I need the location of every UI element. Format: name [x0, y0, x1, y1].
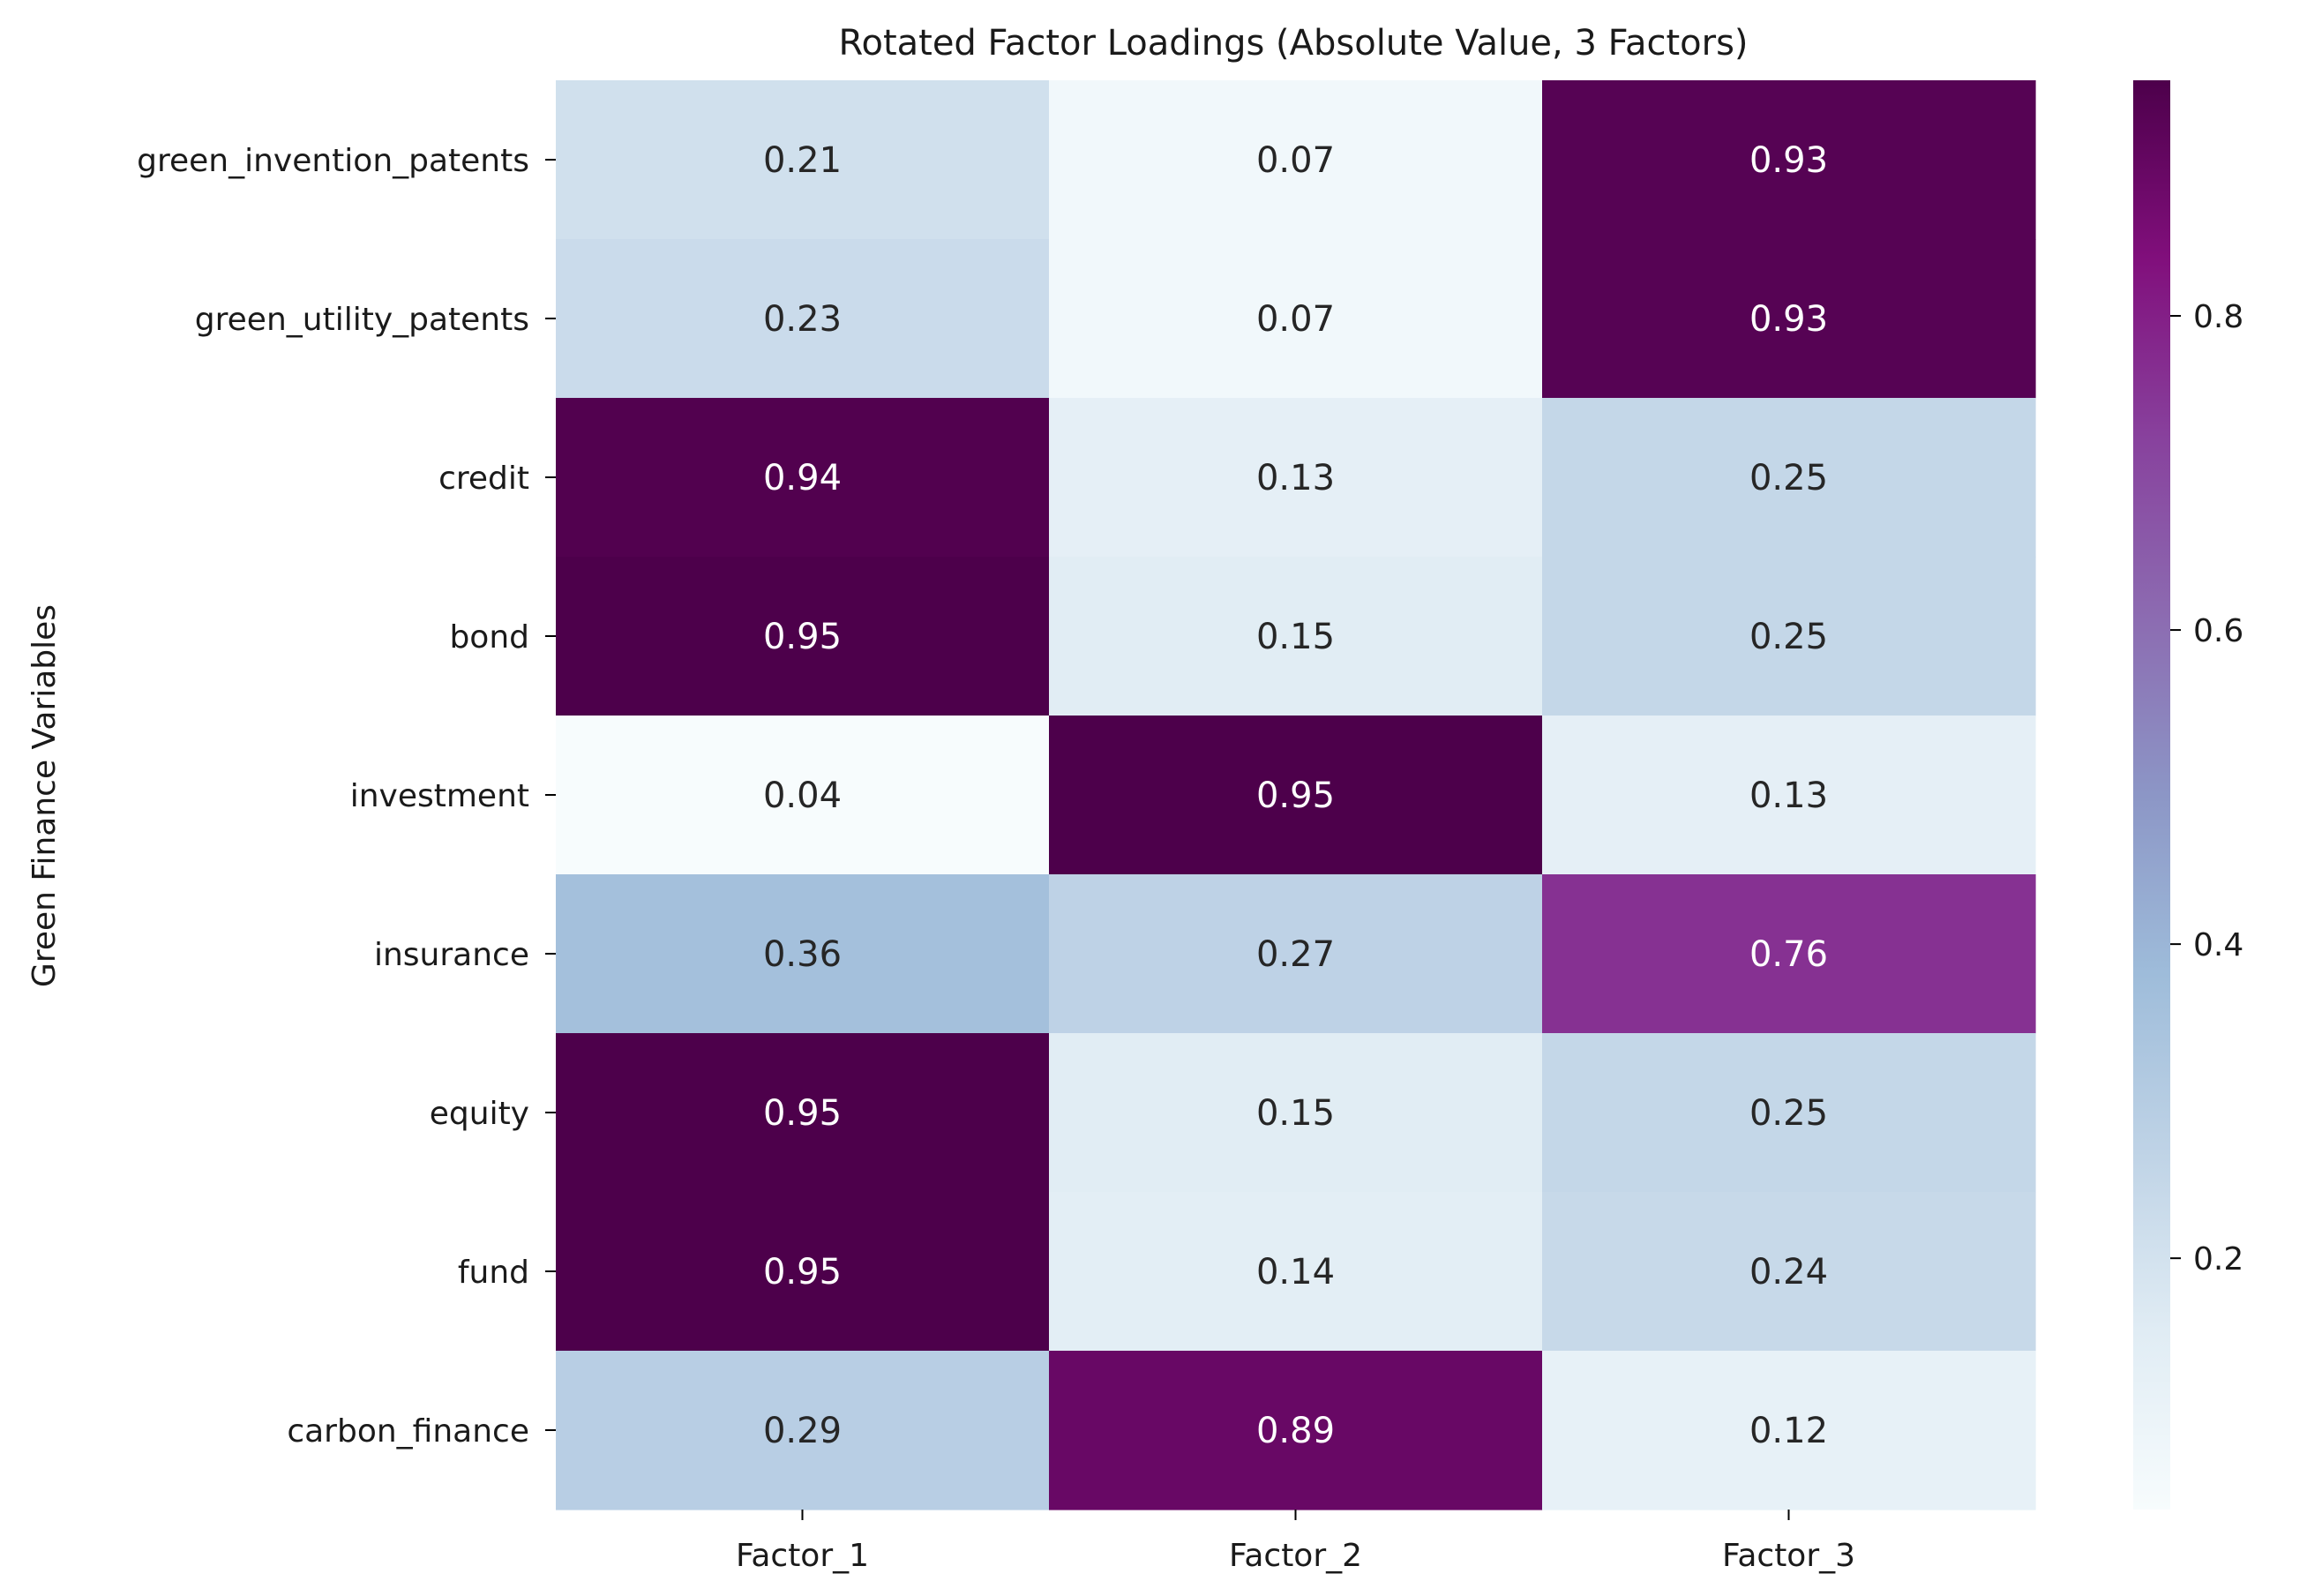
- cell-value-label: 0.07: [1256, 299, 1335, 340]
- heatmap-cell: [1542, 716, 2036, 875]
- y-tick-label: bond: [449, 619, 529, 656]
- cell-value-label: 0.12: [1749, 1411, 1828, 1451]
- cell-value-label: 0.25: [1749, 458, 1828, 498]
- x-tick-label: Factor_1: [736, 1538, 869, 1574]
- heatmap-cell: [1542, 1192, 2036, 1352]
- heatmap-cell: [1542, 398, 2036, 558]
- colorbar-gradient: [2133, 80, 2170, 1510]
- cell-value-label: 0.21: [763, 140, 842, 181]
- heatmap-cell: [556, 557, 1050, 716]
- cell-value-label: 0.25: [1749, 617, 1828, 657]
- heatmap-cell: [1049, 398, 1543, 558]
- cell-value-label: 0.23: [763, 299, 842, 340]
- heatmap-cell: [1049, 1033, 1543, 1193]
- y-axis-ticks: green_invention_patents green_utility_pat…: [137, 143, 556, 1450]
- cell-value-label: 0.27: [1256, 934, 1335, 975]
- colorbar-tick-label: 0.4: [2193, 927, 2243, 963]
- heatmap-cell: [1049, 1192, 1543, 1352]
- heatmap-cells: [556, 80, 2036, 1510]
- cell-value-label: 0.04: [763, 776, 842, 816]
- cell-value-label: 0.93: [1749, 299, 1828, 340]
- cell-value-label: 0.24: [1749, 1252, 1828, 1293]
- cell-value-label: 0.95: [763, 1252, 842, 1293]
- y-tick-label: equity: [430, 1096, 529, 1132]
- colorbar-ticks: 0.2 0.4 0.6 0.8: [2170, 299, 2243, 1278]
- y-tick-label: insurance: [374, 937, 529, 973]
- cell-value-label: 0.76: [1749, 934, 1828, 975]
- heatmap-cell: [1542, 1033, 2036, 1193]
- heatmap-cell: [1049, 239, 1543, 399]
- y-tick-label: investment: [350, 778, 529, 814]
- cell-value-label: 0.25: [1749, 1093, 1828, 1134]
- x-axis-ticks: Factor_1 Factor_2 Factor_3: [736, 1510, 1855, 1574]
- heatmap-cell: [1049, 1351, 1543, 1510]
- cell-value-label: 0.36: [763, 934, 842, 975]
- heatmap-cell: [556, 1192, 1050, 1352]
- heatmap-cell: [556, 80, 1050, 240]
- y-axis-label: Green Finance Variables: [26, 604, 63, 987]
- cell-value-label: 0.95: [763, 1093, 842, 1134]
- heatmap-cell: [1542, 557, 2036, 716]
- heatmap-cell: [1049, 716, 1543, 875]
- heatmap-cell: [556, 716, 1050, 875]
- heatmap-cell: [1049, 80, 1543, 240]
- cell-value-label: 0.14: [1256, 1252, 1335, 1293]
- colorbar: 0.2 0.4 0.6 0.8: [2133, 80, 2243, 1510]
- cell-value-label: 0.15: [1256, 1093, 1335, 1134]
- cell-value-label: 0.95: [1256, 776, 1335, 816]
- y-tick-label: green_invention_patents: [137, 143, 529, 179]
- cell-value-label: 0.07: [1256, 140, 1335, 181]
- colorbar-tick-label: 0.6: [2193, 613, 2243, 649]
- heatmap-cell: [556, 874, 1050, 1034]
- y-tick-label: credit: [438, 461, 529, 497]
- cell-value-label: 0.13: [1749, 776, 1828, 816]
- cell-value-label: 0.93: [1749, 140, 1828, 181]
- y-tick-label: fund: [458, 1255, 529, 1291]
- chart-title: Rotated Factor Loadings (Absolute Value,…: [838, 23, 1748, 64]
- cell-value-label: 0.29: [763, 1411, 842, 1451]
- cell-value-label: 0.89: [1256, 1411, 1335, 1451]
- y-tick-label: green_utility_patents: [195, 302, 529, 338]
- heatmap-cell: [1542, 874, 2036, 1034]
- x-tick-label: Factor_2: [1229, 1538, 1362, 1574]
- heatmap-cell: [556, 398, 1050, 558]
- heatmap-cell: [556, 239, 1050, 399]
- colorbar-tick-label: 0.2: [2193, 1241, 2243, 1278]
- heatmap-cell: [1542, 1351, 2036, 1510]
- cell-value-label: 0.13: [1256, 458, 1335, 498]
- x-tick-label: Factor_3: [1722, 1538, 1855, 1574]
- heatmap-cell: [1542, 80, 2036, 240]
- heatmap-cell: [556, 1351, 1050, 1510]
- cell-value-label: 0.15: [1256, 617, 1335, 657]
- y-tick-label: carbon_finance: [287, 1413, 529, 1450]
- cell-value-label: 0.95: [763, 617, 842, 657]
- heatmap-cell: [556, 1033, 1050, 1193]
- heatmap-cell: [1049, 557, 1543, 716]
- heatmap-cell: [1542, 239, 2036, 399]
- cell-value-labels: 0.21 0.07 0.93 0.23 0.07 0.93 0.94 0.13 0.25 0.95…: [763, 140, 1828, 1451]
- heatmap-cell: [1049, 874, 1543, 1034]
- cell-value-label: 0.94: [763, 458, 842, 498]
- colorbar-tick-label: 0.8: [2193, 299, 2243, 335]
